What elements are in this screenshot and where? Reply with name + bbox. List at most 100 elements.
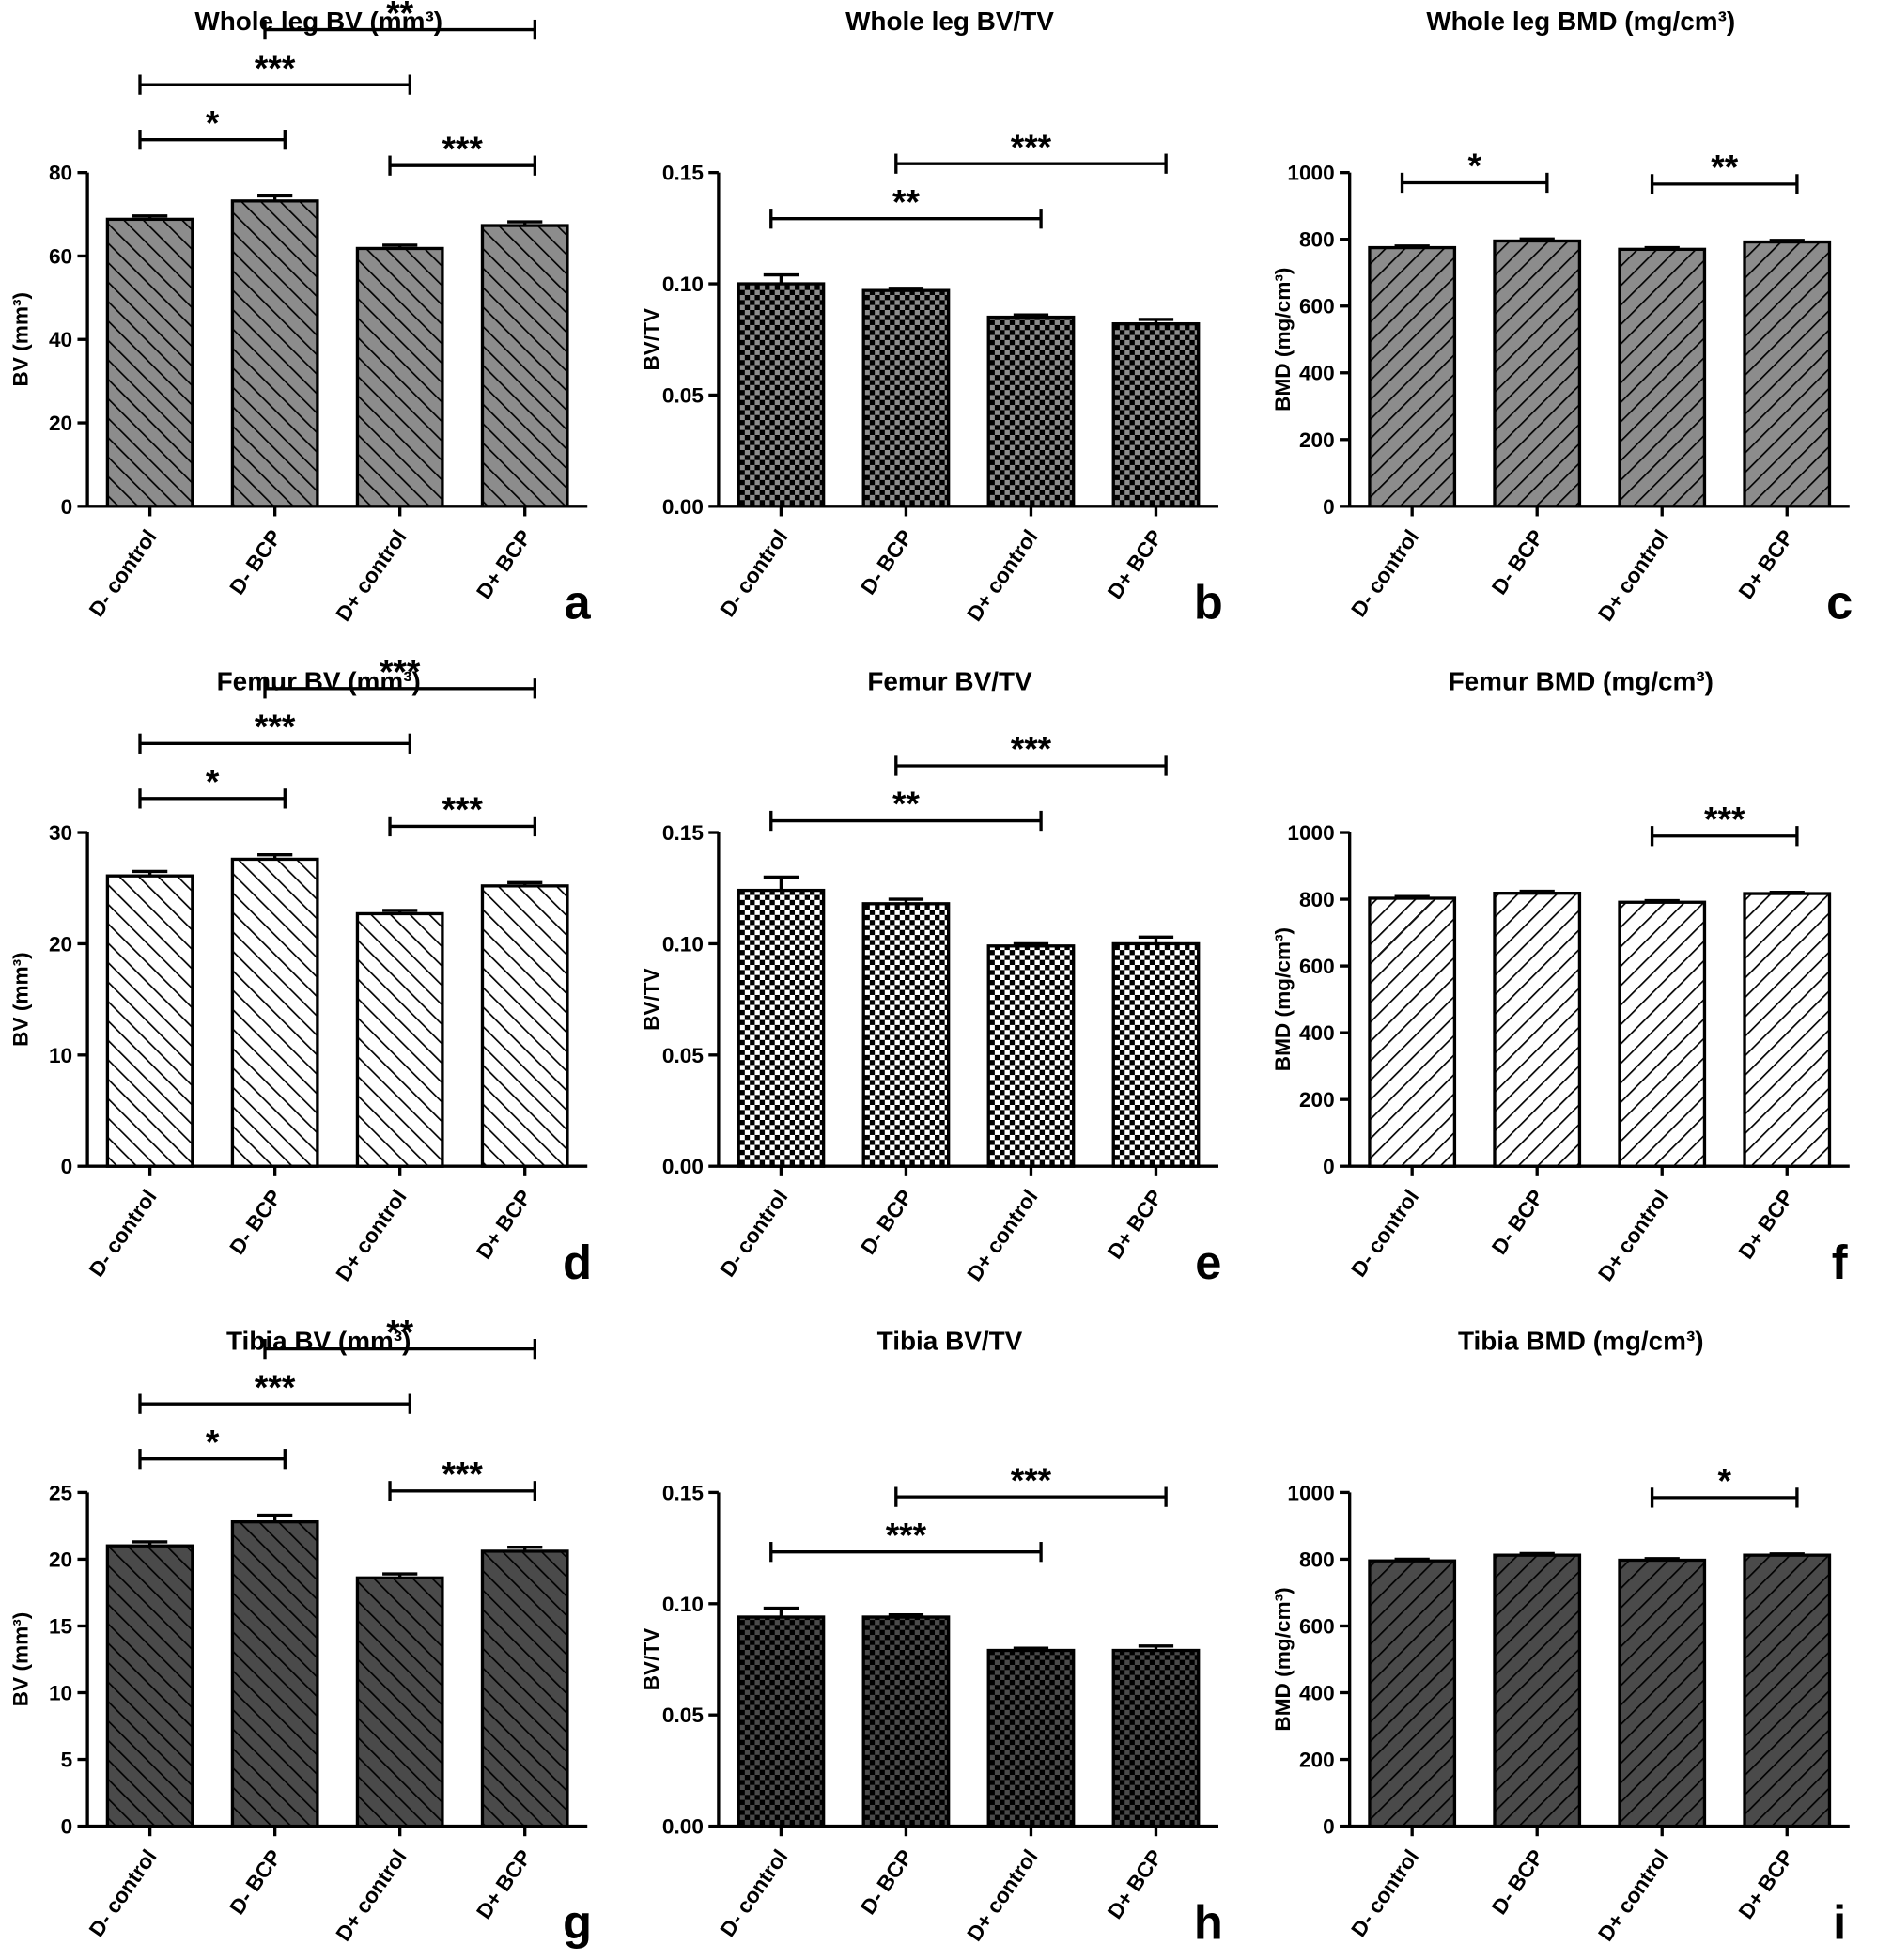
bar [355,1576,444,1828]
bar [1368,1559,1457,1828]
y-tick-label: 0.15 [662,821,704,845]
y-tick-label: 0.10 [662,272,704,296]
bar [1368,245,1457,508]
x-tick-label: D+ BCP [1103,1186,1167,1264]
x-tick-label: D+ BCP [472,1186,535,1264]
y-tick-label: 10 [49,1044,72,1067]
bar [737,1615,826,1828]
bar [737,888,826,1168]
y-tick-label: 1000 [1287,1481,1334,1504]
bar [1618,900,1707,1168]
significance-label: * [206,1422,220,1461]
bar [1368,896,1457,1168]
significance-label: *** [442,129,483,168]
x-tick-label: D- BCP [225,1186,287,1259]
bar [1111,322,1201,508]
significance-label: *** [1011,127,1052,166]
bar [1111,1648,1201,1828]
panel-label: c [1826,576,1853,630]
x-tick-label: D- control [85,1186,162,1282]
y-tick-label: 400 [1299,362,1335,385]
y-tick-label: 30 [49,821,72,845]
x-tick-label: D+ BCP [1103,525,1167,603]
y-axis-label: BMD (mg/cm³) [1271,927,1295,1071]
panel-label: a [565,576,592,630]
y-tick-label: 0 [61,495,73,519]
y-tick-label: 20 [49,1548,72,1571]
bar [480,224,569,508]
bar [355,246,444,508]
y-axis-label: BV (mm³) [8,952,32,1046]
x-tick-label: D- control [716,525,793,621]
y-tick-label: 0.05 [662,1703,704,1727]
y-tick-label: 15 [49,1614,72,1638]
bar [230,857,319,1168]
y-tick-label: 400 [1299,1021,1335,1045]
x-tick-label: D- BCP [1487,1186,1548,1259]
x-tick-label: D- BCP [1487,1845,1548,1919]
panel-label: b [1194,576,1223,630]
y-axis-label: BV/TV [640,968,663,1031]
y-tick-label: 20 [49,412,72,435]
y-tick-label: 200 [1299,1088,1335,1112]
bar [861,902,951,1168]
bar [986,315,1076,508]
significance-label: *** [442,1454,483,1493]
x-tick-label: D- control [716,1186,793,1282]
y-tick-label: 40 [49,328,72,351]
x-tick-label: D+ BCP [1734,1845,1798,1923]
bar [1493,892,1582,1168]
bar [355,911,444,1168]
x-tick-label: D+ control [963,525,1043,625]
y-tick-label: 200 [1299,428,1335,452]
y-tick-label: 800 [1299,888,1335,911]
y-tick-label: 25 [49,1481,72,1504]
y-tick-label: 10 [49,1681,72,1704]
bar [1743,1553,1832,1828]
chart-title: Whole leg BV/TV [845,7,1054,36]
bar [861,1615,951,1828]
x-tick-label: D+ control [332,525,411,625]
x-tick-label: D- control [85,525,162,621]
panel-label: g [563,1895,592,1949]
bar [1743,240,1832,508]
y-tick-label: 0.05 [662,383,704,407]
x-tick-label: D- BCP [856,1845,917,1919]
significance-label: ** [386,0,413,32]
bar [480,1549,569,1828]
y-tick-label: 200 [1299,1749,1335,1772]
significance-label: * [206,102,220,142]
bar [1111,941,1201,1168]
significance-label: *** [1011,729,1052,769]
y-tick-label: 0.00 [662,1155,704,1178]
significance-label: *** [255,1367,296,1407]
significance-label: *** [1704,799,1745,838]
significance-label: ** [1711,148,1738,187]
x-tick-label: D+ BCP [472,525,535,603]
x-tick-label: D+ control [963,1845,1043,1945]
y-tick-label: 80 [49,162,72,185]
chart-title: Femur BMD (mg/cm³) [1449,666,1714,695]
y-tick-label: 60 [49,244,72,268]
x-tick-label: D- control [1347,1186,1424,1282]
bar [1618,247,1707,508]
y-axis-label: BMD (mg/cm³) [1271,268,1295,412]
x-tick-label: D- BCP [856,525,917,599]
y-tick-label: 0.10 [662,1593,704,1616]
x-tick-label: D- BCP [225,525,287,599]
y-tick-label: 0.15 [662,162,704,185]
significance-label: *** [380,651,421,691]
panel-label: d [563,1236,592,1289]
y-tick-label: 0 [61,1815,73,1839]
significance-label: ** [892,784,920,823]
panel-label: f [1832,1236,1848,1289]
y-tick-label: 0.10 [662,932,704,956]
y-axis-label: BV/TV [640,1628,663,1691]
significance-label: *** [255,48,296,87]
y-tick-label: 800 [1299,228,1335,252]
y-tick-label: 600 [1299,295,1335,319]
bar [1493,239,1582,508]
y-tick-label: 0 [1323,1815,1335,1839]
x-tick-label: D+ control [963,1186,1043,1285]
significance-label: ** [892,181,920,221]
